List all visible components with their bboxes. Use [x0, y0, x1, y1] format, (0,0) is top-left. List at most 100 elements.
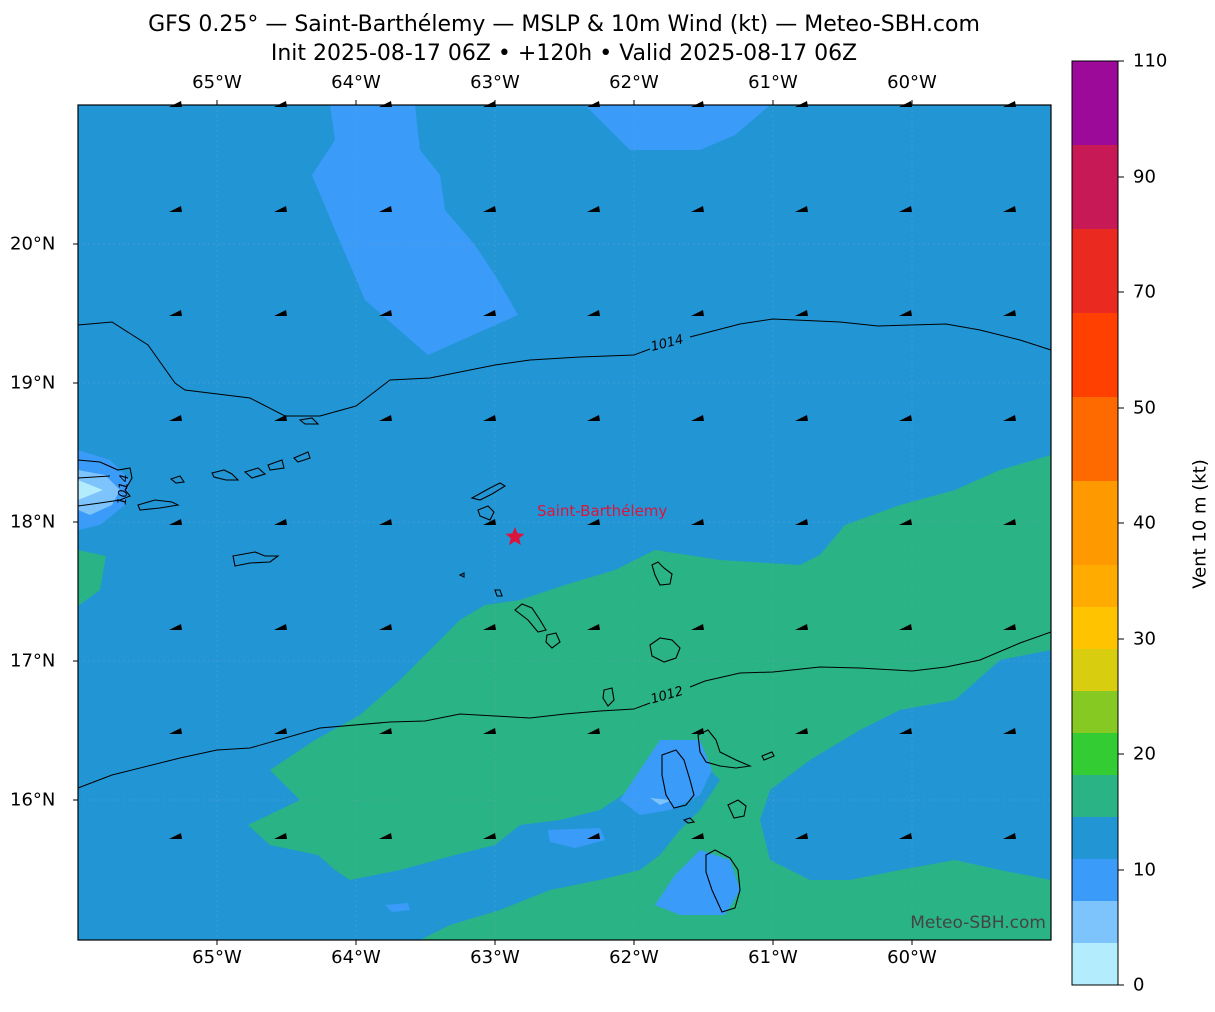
- wind-barb-icon: [691, 101, 704, 107]
- lon-label-bottom: 62°W: [609, 947, 659, 968]
- colorbar-tick-label: 10: [1133, 859, 1156, 881]
- st-eustatius-coast: [494, 589, 503, 597]
- graticule: [78, 105, 1051, 940]
- st-thomas-coast: [211, 469, 240, 481]
- wind-band-10-15: [620, 740, 712, 815]
- dominica-coast: [705, 849, 741, 913]
- wind-barb-icon: [379, 415, 392, 421]
- lat-label: 20°N: [10, 233, 56, 255]
- isobar-1014-north: [77, 318, 1052, 417]
- wind-barb-icon: [274, 728, 287, 734]
- wind-barb-icon: [1003, 415, 1016, 421]
- wind-barb-icon: [691, 310, 704, 316]
- wind-barb-icon: [379, 519, 392, 525]
- wind-barb-icon: [483, 728, 496, 734]
- colorbar: [1072, 61, 1118, 985]
- wind-barb-icon: [483, 206, 496, 212]
- wind-band-10-15: [585, 105, 770, 150]
- wind-barb-icon: [795, 206, 808, 212]
- wind-barb-icon: [587, 728, 600, 734]
- wind-band-20-25: [78, 550, 106, 606]
- coastlines: [78, 417, 775, 913]
- axis-ticks: [73, 100, 913, 945]
- wind-barb-icon: [691, 206, 704, 212]
- wind-barb-icon: [1003, 728, 1016, 734]
- culebra-coast: [169, 475, 185, 484]
- wind-barb-icon: [691, 833, 704, 839]
- saba-coast: [458, 572, 465, 578]
- wind-barb-icon: [691, 728, 704, 734]
- colorbar-tick-label: 40: [1133, 512, 1156, 534]
- barbuda-coast: [651, 561, 673, 586]
- location-label: Saint-Barthélemy: [537, 502, 667, 520]
- wind-barb-icon: [795, 833, 808, 839]
- wind-barb-icon: [1003, 833, 1016, 839]
- wind-band-10-15: [548, 828, 605, 848]
- wind-barb-icon: [795, 415, 808, 421]
- wind-barb-icon: [274, 415, 287, 421]
- wind-barb-icon: [274, 101, 287, 107]
- colorbar-segment: [1072, 61, 1118, 145]
- lat-label: 16°N: [10, 789, 56, 811]
- map-subtitle: Init 2025-08-17 06Z • +120h • Valid 2025…: [270, 41, 858, 66]
- st-croix-coast: [232, 551, 280, 567]
- wind-barb-icon: [1003, 101, 1016, 107]
- st-martin-coast: [477, 505, 495, 521]
- wind-barb-icon: [169, 624, 182, 630]
- wind-barb-icon: [379, 624, 392, 630]
- lon-label-top: 61°W: [748, 72, 798, 93]
- colorbar-segment: [1072, 901, 1118, 943]
- colorbar-segment: [1072, 691, 1118, 733]
- colorbar-segment: [1072, 859, 1118, 901]
- isobars: [77, 318, 1052, 789]
- wind-barb-icon: [795, 624, 808, 630]
- anguilla-coast: [470, 482, 507, 501]
- wind-barb-icon: [169, 310, 182, 316]
- wind-barb-icon: [483, 833, 496, 839]
- colorbar-segment: [1072, 229, 1118, 313]
- wind-barb-icon: [587, 624, 600, 630]
- les-saintes-coast: [682, 817, 696, 824]
- colorbar-tick-label: 110: [1133, 50, 1168, 72]
- colorbar-tick-label: 50: [1133, 397, 1156, 419]
- wind-band-5-10: [650, 798, 672, 805]
- wind-band-0-5: [78, 480, 103, 500]
- wind-barb-icon: [483, 415, 496, 421]
- wind-band-10-15: [655, 850, 740, 915]
- lon-label-bottom: 61°W: [748, 947, 798, 968]
- wind-barb-icon: [274, 833, 287, 839]
- wind-barb-icon: [587, 101, 600, 107]
- colorbar-segment: [1072, 649, 1118, 691]
- isobar-1014-west: [77, 475, 111, 479]
- colorbar-ticks: [1118, 60, 1124, 986]
- wind-barb-icon: [169, 728, 182, 734]
- colorbar-tick-label: 90: [1133, 166, 1156, 188]
- wind-field: [78, 105, 1051, 940]
- wind-barb-icon: [899, 310, 912, 316]
- wind-barb-icon: [1003, 519, 1016, 525]
- colorbar-segment: [1072, 817, 1118, 859]
- lon-label-bottom: 64°W: [331, 947, 381, 968]
- wind-barb-icon: [274, 206, 287, 212]
- wind-barb-icon: [169, 519, 182, 525]
- colorbar-tick-label: 0: [1133, 974, 1145, 996]
- wind-barb-icon: [379, 101, 392, 107]
- colorbar-segment: [1072, 775, 1118, 817]
- lon-label-bottom: 65°W: [192, 947, 242, 968]
- wind-band-10-15: [312, 105, 518, 355]
- wind-barb-icon: [379, 833, 392, 839]
- wind-barb-icon: [483, 310, 496, 316]
- wind-barb-icon: [899, 415, 912, 421]
- wind-barb-icon: [899, 728, 912, 734]
- wind-barb-icon: [274, 519, 287, 525]
- wind-barb-icon: [169, 101, 182, 107]
- colorbar-title: Vent 10 m (kt): [1189, 459, 1211, 589]
- colorbar-segment: [1072, 313, 1118, 397]
- lon-label-top: 64°W: [331, 72, 381, 93]
- location-star-icon: [505, 527, 525, 546]
- wind-barb-icon: [691, 519, 704, 525]
- colorbar-tick-label: 30: [1133, 628, 1156, 650]
- nevis-coast: [545, 632, 561, 649]
- wind-barb-icon: [483, 519, 496, 525]
